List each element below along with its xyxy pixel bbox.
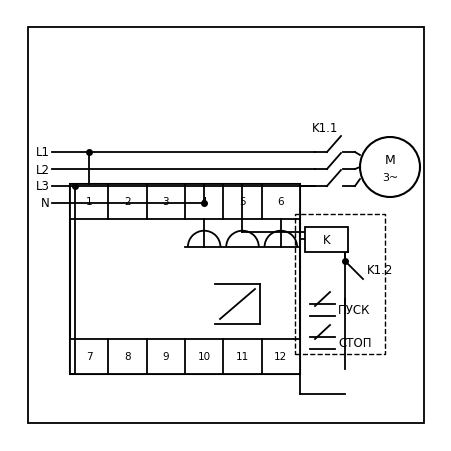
- Text: 3: 3: [162, 197, 169, 207]
- Bar: [295, 215, 384, 354]
- Bar: [28, 28, 423, 423]
- Text: L2: L2: [36, 163, 50, 176]
- Text: 6: 6: [277, 197, 284, 207]
- Bar: [304, 227, 347, 253]
- Text: 10: 10: [197, 352, 210, 362]
- Text: 2: 2: [124, 197, 130, 207]
- Text: 1: 1: [86, 197, 92, 207]
- Text: K1.2: K1.2: [366, 263, 392, 276]
- Text: 3~: 3~: [381, 173, 397, 183]
- Text: L1: L1: [36, 146, 50, 159]
- Text: K: K: [322, 234, 330, 246]
- Text: N: N: [41, 197, 50, 210]
- Text: 8: 8: [124, 352, 130, 362]
- Text: 7: 7: [86, 352, 92, 362]
- Text: СТОП: СТОП: [337, 337, 371, 350]
- Text: 4: 4: [200, 197, 207, 207]
- Bar: [70, 184, 299, 374]
- Text: L3: L3: [36, 180, 50, 193]
- Text: 9: 9: [162, 352, 169, 362]
- Bar: [70, 339, 299, 374]
- Text: K1.1: K1.1: [311, 121, 337, 134]
- Text: 12: 12: [274, 352, 287, 362]
- Text: 11: 11: [235, 352, 249, 362]
- Text: M: M: [384, 153, 395, 166]
- Bar: [70, 184, 299, 220]
- Text: ПУСК: ПУСК: [337, 304, 369, 317]
- Text: 5: 5: [239, 197, 245, 207]
